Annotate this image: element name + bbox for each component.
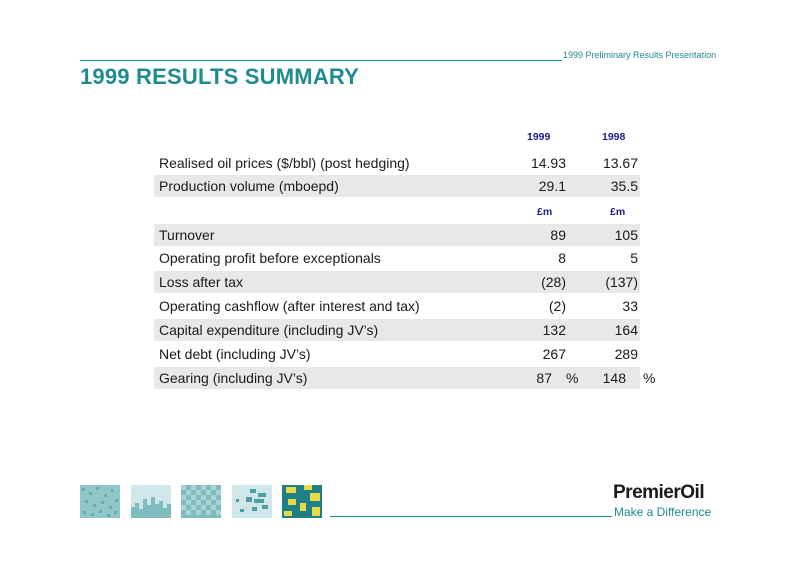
percent-unit-1999: % [566,370,579,386]
value-1998: 164 [614,322,638,338]
value-1999: 14.93 [530,155,566,171]
value-1998: 33 [622,298,638,314]
row-label: Capital expenditure (including JV’s) [159,322,379,338]
pixel-tile-image [232,485,272,518]
value-1999: 132 [542,322,566,338]
value-1999: 8 [558,250,566,266]
value-1998: 13.67 [602,155,638,171]
year-header-row: 1999 1998 [154,131,640,147]
value-1998: 35.5 [610,178,638,194]
value-1999: (28) [541,274,566,290]
row-label: Gearing (including JV’s) [159,370,308,386]
year-header-1998: 1998 [602,131,626,143]
table-row: Realised oil prices ($/bbl) (post hedgin… [154,152,640,174]
row-label: Net debt (including JV’s) [159,346,311,362]
skyline-tile-image [131,485,171,518]
page-title: 1999 RESULTS SUMMARY [80,64,360,89]
header-rule [80,60,562,61]
value-1999: 29.1 [538,178,566,194]
value-1999: 89 [550,227,566,243]
table-row: Capital expenditure (including JV’s) 132… [154,319,640,341]
percent-unit-1998: % [643,370,656,386]
value-1999: 267 [542,346,566,362]
table-row: Net debt (including JV’s) 267 289 [154,343,640,365]
row-label: Realised oil prices ($/bbl) (post hedgin… [159,155,410,171]
row-label: Loss after tax [159,274,244,290]
row-label: Production volume (mboepd) [159,178,339,194]
year-header-1999: 1999 [527,131,551,143]
grid-tile-image [181,485,221,518]
brand-tagline: Make a Difference [614,505,712,519]
table-row: Loss after tax (28) (137) [154,271,640,293]
value-1998: (137) [605,274,638,290]
table-row: Turnover 89 105 [154,224,640,246]
table-row: Production volume (mboepd) 29.1 35.5 [154,175,640,197]
value-1999: 87 [536,370,552,386]
footer-rule [330,516,612,517]
value-1998: 289 [614,346,638,362]
texture-tile-image [80,485,120,518]
value-1998: 105 [614,227,638,243]
value-1999: (2) [548,298,566,314]
table-row: Gearing (including JV’s) 87 % 148 % [154,367,655,389]
value-1998: 148 [602,370,626,386]
map-tile-image [282,485,322,518]
presentation-caption: 1999 Preliminary Results Presentation [563,50,717,60]
unit-header-row: £m £m [154,206,640,222]
unit-header-1998: £m [610,206,626,218]
row-label: Turnover [159,227,215,243]
row-label: Operating profit before exceptionals [159,250,381,266]
value-1998: 5 [630,250,638,266]
row-label: Operating cashflow (after interest and t… [159,298,420,314]
unit-header-1999: £m [537,206,553,218]
table-row: Operating profit before exceptionals 8 5 [154,247,640,269]
table-row: Operating cashflow (after interest and t… [154,295,640,317]
premier-oil-logo: PremierOil [613,482,705,503]
